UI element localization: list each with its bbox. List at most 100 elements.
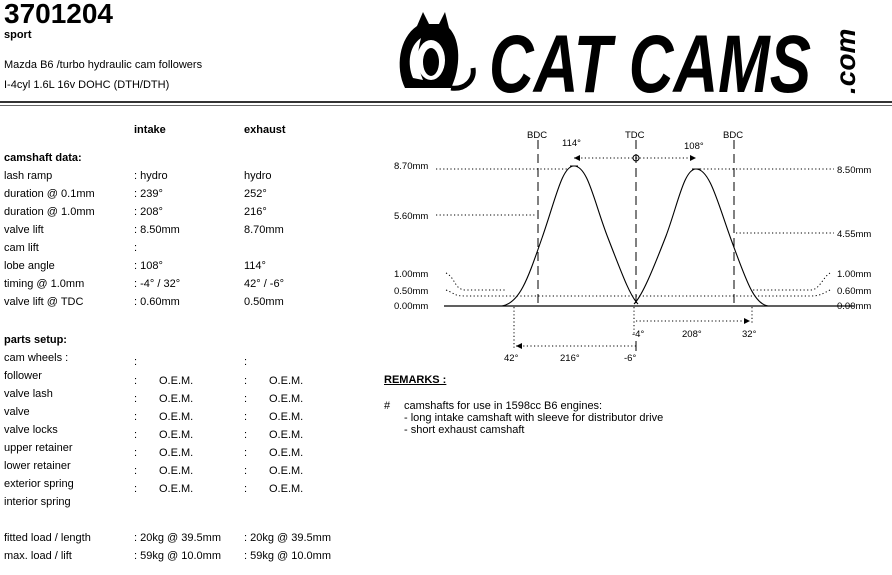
exhaust-lobe-angle: 114° (562, 138, 581, 149)
load-exhaust-value: : 20kg @ 39.5mm (244, 532, 331, 544)
right-axis-label: 8.50mm (837, 165, 871, 176)
right-axis-label: 1.00mm (837, 269, 871, 280)
variant-label: sport (4, 29, 32, 41)
exhaust-column-header: exhaust (244, 124, 286, 136)
ref-line-100-left (445, 272, 506, 291)
exhaust-lift-curve (501, 165, 639, 307)
spec-intake-value: : -4° / 32° (134, 278, 181, 290)
spec-label: timing @ 1.0mm (4, 278, 85, 290)
left-axis-label: 8.70mm (394, 161, 428, 172)
arrow-head-left (574, 155, 580, 161)
right-axis-label: 0.00mm (837, 301, 871, 312)
part-colon: : (134, 483, 138, 495)
remarks-bullet: # (384, 400, 391, 412)
part-colon: : (244, 375, 248, 387)
header-rule-top (0, 101, 892, 103)
part-label: lower retainer (4, 460, 71, 472)
intake-open-angle: -4° (632, 329, 644, 340)
part-intake-value: O.E.M. (159, 393, 194, 405)
spec-intake-value: : (134, 242, 138, 254)
tdc-marker-circle (632, 154, 640, 162)
part-exhaust-value: O.E.M. (269, 393, 304, 405)
remarks-line: - short exhaust camshaft (404, 424, 525, 436)
part-colon: : (134, 375, 138, 387)
part-intake-value: O.E.M. (159, 411, 194, 423)
exhaust-open-angle: 42° (504, 353, 519, 364)
load-label: max. load / lift (4, 550, 72, 562)
right-axis-label: 4.55mm (837, 229, 871, 240)
remarks-line: camshafts for use in 1598cc B6 engines: (404, 400, 603, 412)
header-rule-bottom (0, 105, 892, 106)
part-label: follower (4, 370, 42, 382)
part-label: valve locks (4, 424, 58, 436)
spec-label: valve lift @ TDC (4, 296, 84, 308)
tdc-label: TDC (625, 130, 645, 141)
left-axis-label: 0.50mm (394, 286, 428, 297)
part-colon: : (134, 447, 138, 459)
part-exhaust-value: O.E.M. (269, 375, 304, 387)
spec-label: lash ramp (4, 170, 53, 182)
part-exhaust-value: O.E.M. (269, 429, 304, 441)
engine-spec: I-4cyl 1.6L 16v DOHC (DTH/DTH) (4, 79, 170, 91)
left-axis-label: 5.60mm (394, 211, 428, 222)
arrow-head-right (690, 155, 696, 161)
spec-label: cam lift (4, 242, 39, 254)
intake-arrow-head (744, 318, 750, 324)
part-colon: : (244, 447, 248, 459)
spec-intake-value: : 239° (134, 188, 163, 200)
part-number: 3701204 (4, 0, 114, 29)
part-colon: : (244, 429, 248, 441)
ref-line-100-right (752, 272, 831, 291)
spec-exhaust-value: hydro (244, 170, 272, 182)
part-intake-value: O.E.M. (159, 447, 194, 459)
part-colon: : (244, 393, 248, 405)
logo-text: CAT CAMS (489, 19, 811, 100)
part-colon: : (244, 483, 248, 495)
part-colon: : (244, 356, 248, 368)
left-axis-label: 0.00mm (394, 301, 428, 312)
spec-intake-value: : 208° (134, 206, 163, 218)
engine-description: Mazda B6 /turbo hydraulic cam followers (4, 59, 203, 71)
part-label: cam wheels : (4, 352, 69, 364)
part-colon: : (134, 429, 138, 441)
spec-exhaust-value: 252° (244, 188, 267, 200)
right-axis-label: 0.60mm (837, 286, 871, 297)
load-label: fitted load / length (4, 532, 91, 544)
spec-intake-value: : 108° (134, 260, 163, 272)
camshaft-data-heading: camshaft data: (4, 152, 82, 164)
part-exhaust-value: O.E.M. (269, 411, 304, 423)
part-colon: : (134, 465, 138, 477)
part-colon: : (134, 356, 138, 368)
part-label: valve (4, 406, 30, 418)
remarks-line: - long intake camshaft with sleeve for d… (404, 412, 664, 424)
part-label: interior spring (4, 496, 71, 508)
parts-setup-heading: parts setup: (4, 334, 67, 346)
bdc-left-label: BDC (527, 130, 547, 141)
part-exhaust-value: O.E.M. (269, 465, 304, 477)
valve-timing-diagram: BDC TDC BDC 114° 108° 8.70mm 5.60mm 1.00… (370, 118, 890, 370)
exhaust-close-angle: -6° (624, 353, 636, 364)
part-intake-value: O.E.M. (159, 375, 194, 387)
spec-exhaust-value: 114° (244, 260, 266, 272)
part-label: valve lash (4, 388, 53, 400)
spec-exhaust-value: 42° / -6° (244, 278, 284, 290)
bdc-right-label: BDC (723, 130, 743, 141)
cat-logo-icon (399, 12, 476, 91)
intake-lift-curve (633, 168, 769, 307)
part-label: upper retainer (4, 442, 73, 454)
spec-intake-value: : hydro (134, 170, 168, 182)
intake-lobe-angle: 108° (684, 141, 704, 152)
left-axis-label: 1.00mm (394, 269, 428, 280)
spec-intake-value: : 0.60mm (134, 296, 180, 308)
exhaust-duration: 216° (560, 353, 580, 364)
ref-line-050 (445, 289, 640, 297)
load-intake-value: : 20kg @ 39.5mm (134, 532, 221, 544)
part-exhaust-value: O.E.M. (269, 483, 304, 495)
ref-line-060 (636, 289, 831, 297)
part-colon: : (134, 393, 138, 405)
spec-label: duration @ 0.1mm (4, 188, 95, 200)
spec-intake-value: : 8.50mm (134, 224, 180, 236)
catcams-logo: CAT CAMS .com (395, 8, 870, 110)
exhaust-arrow-head (516, 343, 522, 349)
part-colon: : (244, 465, 248, 477)
